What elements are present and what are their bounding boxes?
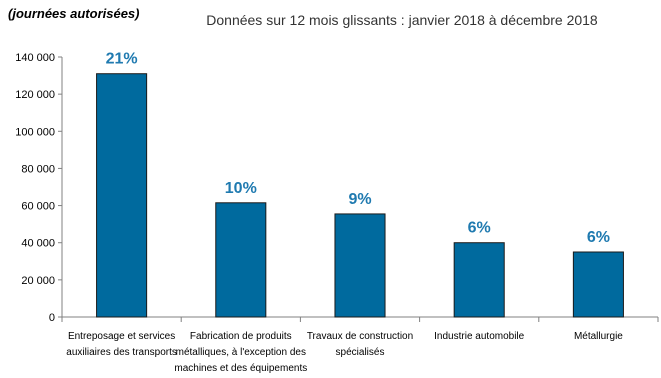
data-label: 10% xyxy=(225,180,257,197)
y-axis-label: (journées autorisées) xyxy=(8,6,140,21)
y-tick-label: 80 000 xyxy=(21,163,55,175)
data-labels: 21% 10% 9% 6% 6% xyxy=(106,51,610,246)
y-tick-label: 40 000 xyxy=(21,238,55,250)
category-label: Industrie automobile xyxy=(434,331,524,342)
y-tick-label: 120 000 xyxy=(15,89,55,101)
category-labels: Entreposage et services auxiliaires des t… xyxy=(66,331,623,374)
data-label: 9% xyxy=(348,191,371,208)
data-label: 21% xyxy=(106,51,138,68)
bar xyxy=(96,73,148,318)
data-label: 6% xyxy=(468,220,491,237)
y-tick-label: 20 000 xyxy=(21,275,55,287)
y-tick-label: 100 000 xyxy=(15,126,55,138)
category-label: Fabrication de produits métalliques, à l'… xyxy=(174,331,307,374)
bar xyxy=(572,251,624,318)
bar xyxy=(453,242,505,318)
category-label: Métallurgie xyxy=(574,331,623,342)
category-label: Travaux de construction spécialisés xyxy=(307,331,413,358)
y-tick-label: 60 000 xyxy=(21,201,55,213)
y-ticks: 0 20 000 40 000 60 000 80 000 100 000 120 000 1… xyxy=(15,52,62,324)
bar xyxy=(334,213,386,318)
chart-title: Données sur 12 mois glissants : janvier … xyxy=(206,12,598,28)
y-tick-label: 140 000 xyxy=(15,52,55,64)
bar xyxy=(215,202,267,318)
data-label: 6% xyxy=(587,229,610,246)
category-label: Entreposage et services auxiliaires des t… xyxy=(66,331,177,358)
bars xyxy=(96,73,624,318)
y-tick-label: 0 xyxy=(49,312,55,324)
